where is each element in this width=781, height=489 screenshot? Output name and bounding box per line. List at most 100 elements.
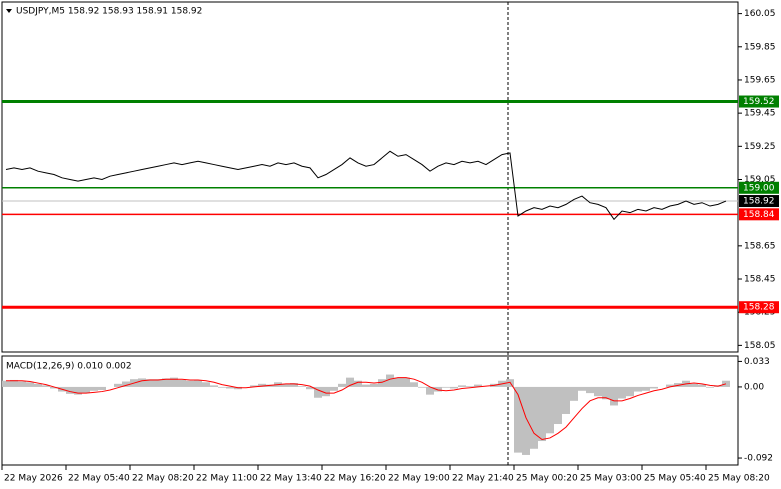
price-line bbox=[5, 150, 727, 221]
macd-bar bbox=[338, 383, 346, 387]
macd-bar bbox=[50, 386, 58, 389]
macd-bar bbox=[66, 386, 74, 394]
macd-bar bbox=[2, 380, 10, 387]
x-tick-label: 22 May 19:00 bbox=[388, 474, 450, 484]
level-label: 158.28 bbox=[743, 303, 775, 313]
macd-bar bbox=[402, 377, 410, 387]
macd-bar bbox=[362, 384, 370, 387]
macd-bar bbox=[314, 386, 322, 398]
last-price-label: 158.92 bbox=[743, 197, 775, 207]
macd-bar bbox=[322, 386, 330, 397]
macd-bar bbox=[10, 379, 18, 387]
y-tick-label: 158.65 bbox=[744, 241, 776, 251]
macd-bar bbox=[706, 386, 714, 388]
macd-bar bbox=[570, 386, 578, 401]
y-tick-label: 158.05 bbox=[744, 341, 776, 351]
macd-bar bbox=[202, 382, 210, 387]
macd-bar bbox=[258, 383, 266, 387]
macd-bar bbox=[594, 386, 602, 397]
macd-bar bbox=[42, 385, 50, 387]
macd-bar bbox=[346, 377, 354, 387]
macd-bar bbox=[354, 380, 362, 387]
y-tick-label: 160.05 bbox=[744, 9, 776, 19]
macd-bar bbox=[330, 386, 338, 391]
macd-bar bbox=[666, 384, 674, 387]
macd-bar bbox=[626, 386, 634, 397]
macd-bar bbox=[562, 386, 570, 414]
macd-bar bbox=[154, 379, 162, 387]
macd-bar bbox=[466, 386, 474, 387]
macd-bar bbox=[290, 383, 298, 387]
macd-bar bbox=[434, 386, 442, 392]
y-tick-label: 158.45 bbox=[744, 275, 776, 285]
x-tick-label: 22 May 2026 bbox=[4, 474, 63, 484]
x-tick-label: 25 May 05:40 bbox=[644, 474, 706, 484]
macd-bar bbox=[378, 379, 386, 387]
macd-bar bbox=[418, 386, 426, 388]
macd-bar bbox=[186, 380, 194, 387]
macd-bar bbox=[218, 386, 226, 388]
macd-bar bbox=[170, 377, 178, 387]
macd-bar bbox=[602, 386, 610, 400]
price-pane bbox=[1, 1, 739, 353]
macd-bar bbox=[410, 382, 418, 387]
x-tick-label: 22 May 08:20 bbox=[132, 474, 194, 484]
level-label-box bbox=[739, 95, 779, 108]
macd-bar bbox=[18, 381, 26, 387]
macd-bar bbox=[690, 383, 698, 387]
last-price-box bbox=[739, 195, 779, 208]
macd-bar bbox=[530, 386, 538, 449]
y-tick-label: 159.85 bbox=[744, 42, 776, 52]
macd-bar bbox=[146, 379, 154, 387]
macd-bar bbox=[34, 383, 42, 387]
macd-bar bbox=[586, 386, 594, 394]
macd-bar bbox=[578, 386, 586, 391]
macd-bar bbox=[442, 386, 450, 388]
y-tick-label: 0.033 bbox=[744, 357, 770, 367]
macd-bar bbox=[306, 386, 314, 390]
macd-bar bbox=[162, 378, 170, 387]
macd-bar bbox=[122, 381, 130, 387]
macd-bar bbox=[634, 386, 642, 392]
macd-bar bbox=[474, 384, 482, 387]
x-tick-label: 22 May 21:40 bbox=[452, 474, 514, 484]
macd-bar bbox=[194, 379, 202, 387]
macd-bar bbox=[114, 383, 122, 387]
level-label: 158.84 bbox=[743, 210, 775, 220]
x-tick-label: 25 May 03:00 bbox=[580, 474, 642, 484]
level-label-box bbox=[739, 301, 779, 314]
macd-title: MACD(12,26,9) 0.010 0.002 bbox=[6, 362, 132, 372]
level-label: 159.00 bbox=[743, 183, 775, 193]
y-tick-label: 159.45 bbox=[744, 109, 776, 119]
y-tick-label: 0.00 bbox=[744, 382, 764, 392]
macd-bar bbox=[250, 385, 258, 387]
macd-bar bbox=[370, 383, 378, 387]
y-tick-label: 159.05 bbox=[744, 175, 776, 185]
macd-bar bbox=[650, 386, 658, 389]
x-tick-label: 22 May 13:40 bbox=[260, 474, 322, 484]
macd-pane bbox=[1, 355, 739, 466]
x-tick-label: 22 May 05:40 bbox=[68, 474, 130, 484]
macd-bar bbox=[210, 385, 218, 387]
macd-bar bbox=[226, 386, 234, 389]
macd-bar bbox=[522, 386, 530, 455]
x-tick-label: 25 May 08:20 bbox=[708, 474, 770, 484]
macd-bar bbox=[74, 386, 82, 395]
level-label-box bbox=[739, 181, 779, 194]
macd-bar bbox=[426, 386, 434, 395]
macd-bar bbox=[618, 386, 626, 399]
symbol-arrow bbox=[6, 9, 12, 13]
macd-bar bbox=[514, 386, 522, 453]
level-label-box bbox=[739, 208, 779, 221]
level-label: 159.52 bbox=[743, 97, 775, 107]
macd-bar bbox=[138, 378, 146, 387]
macd-bar bbox=[394, 377, 402, 387]
macd-bar bbox=[458, 385, 466, 387]
x-tick-label: 25 May 00:20 bbox=[516, 474, 578, 484]
macd-bar bbox=[282, 383, 290, 387]
macd-bar bbox=[546, 386, 554, 434]
signal-line bbox=[6, 377, 727, 441]
macd-bar bbox=[386, 374, 394, 387]
macd-bar bbox=[90, 386, 98, 391]
